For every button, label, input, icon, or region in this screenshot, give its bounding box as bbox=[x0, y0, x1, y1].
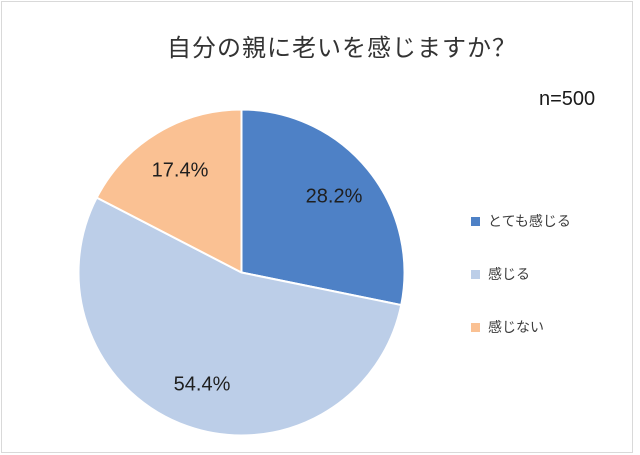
legend-item-totemo-kanjiru: とても感じる bbox=[471, 211, 571, 231]
pie-slice-label: 17.4% bbox=[151, 159, 209, 182]
chart-title: 自分の親に老いを感じますか？ bbox=[167, 35, 517, 62]
legend: とても感じる 感じる 感じない bbox=[471, 211, 571, 337]
legend-label: 感じない bbox=[488, 319, 544, 335]
sample-size-label: n=500 bbox=[539, 88, 596, 110]
pie-slice-0 bbox=[240, 108, 406, 307]
legend-swatch-icon bbox=[471, 269, 480, 279]
legend-label: とても感じる bbox=[488, 213, 571, 229]
pie-slice-2 bbox=[95, 108, 243, 274]
pie-slice-1 bbox=[77, 196, 403, 437]
pie-slice-label: 28.2% bbox=[305, 185, 363, 208]
legend-swatch-icon bbox=[471, 216, 480, 226]
legend-item-kanjinai: 感じない bbox=[471, 317, 571, 337]
legend-swatch-icon bbox=[471, 322, 480, 332]
legend-label: 感じる bbox=[488, 266, 530, 282]
pie-slice-label: 54.4% bbox=[173, 373, 231, 396]
legend-item-kanjiru: 感じる bbox=[471, 264, 571, 284]
